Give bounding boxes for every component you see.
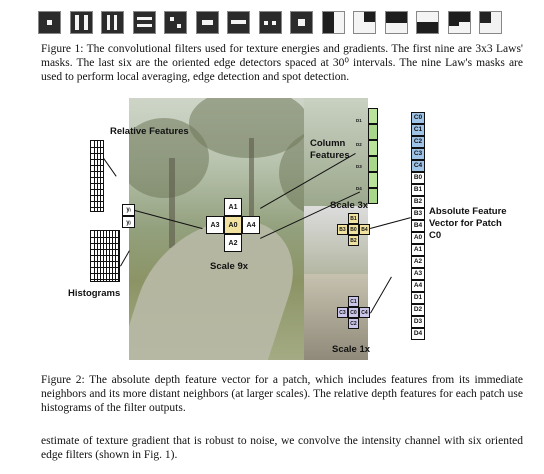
filter-laws-7-icon (227, 11, 250, 34)
cell-c0: C0 (348, 307, 359, 318)
vector-cell-c2: C2 (411, 136, 425, 148)
vector-cell-c1: C1 (411, 124, 425, 136)
filter-laws-8-icon (259, 11, 282, 34)
column-cell-d4 (368, 172, 378, 188)
edge-filter-2-icon (353, 11, 376, 34)
cell-a1: A1 (224, 198, 242, 216)
edge-filter-5-icon (448, 11, 471, 34)
histogram-top (90, 140, 104, 212)
filter-laws-1-icon (38, 11, 61, 34)
column-cell-d2 (368, 140, 378, 156)
body-text: estimate of texture gradient that is rob… (41, 435, 523, 461)
y-i-box: yᵢ (122, 204, 135, 216)
column-tag-d1: D1 (356, 118, 362, 123)
vector-cell-b4: B4 (411, 220, 425, 232)
figure1-caption: Figure 1: The convolutional filters used… (41, 43, 523, 83)
column-features-label: Column Features (310, 138, 350, 161)
cell-a3: A3 (206, 216, 224, 234)
cell-b0: B0 (348, 224, 359, 235)
edge-filter-1-icon (322, 11, 345, 34)
column-tag-d3: D3 (356, 164, 362, 169)
absolute-feature-label: Absolute Feature Vector for Patch C0 (429, 206, 507, 241)
vector-cell-a3: A3 (411, 268, 425, 280)
column-cell-d1b (368, 124, 378, 140)
vector-cell-a2: A2 (411, 256, 425, 268)
figure2: Relative Features Histograms yᵢ yⱼ A1 A3… (60, 98, 520, 360)
cell-b4: B4 (359, 224, 370, 235)
scale1-label: Scale 1x (332, 344, 371, 355)
cell-c1: C1 (348, 296, 359, 307)
vector-cell-b3: B3 (411, 208, 425, 220)
vector-cell-d1: D1 (411, 292, 425, 304)
cell-c4: C4 (359, 307, 370, 318)
vector-cell-b2: B2 (411, 196, 425, 208)
column-cell-d3 (368, 156, 378, 172)
cell-b3: B3 (337, 224, 348, 235)
filter-laws-3-icon (101, 11, 124, 34)
vector-cell-b1: B1 (411, 184, 425, 196)
column-cell-d1 (368, 108, 378, 124)
column-cell-d4b (368, 188, 378, 204)
relative-features-label: Relative Features (110, 126, 189, 137)
filter-laws-9-icon (290, 11, 313, 34)
cell-a2: A2 (224, 234, 242, 252)
cell-c3: C3 (337, 307, 348, 318)
vector-cell-c3: C3 (411, 148, 425, 160)
cell-c2: C2 (348, 318, 359, 329)
column-strip-image (304, 98, 368, 206)
filter-laws-2-icon (70, 11, 93, 34)
column-tag-d4: D4 (356, 186, 362, 191)
figure2-caption: Figure 2: The absolute depth feature vec… (41, 374, 523, 414)
vector-cell-c4: C4 (411, 160, 425, 172)
edge-filter-4-icon (416, 11, 439, 34)
cell-b2: B2 (348, 235, 359, 246)
y-j-box: yⱼ (122, 216, 135, 228)
histograms-label: Histograms (68, 288, 121, 299)
vector-cell-c0: C0 (411, 112, 425, 124)
cell-b1: B1 (348, 213, 359, 224)
scale3-label: Scale 3x (330, 200, 369, 211)
edge-filter-3-icon (385, 11, 408, 34)
vector-cell-d2: D2 (411, 304, 425, 316)
vector-cell-a0: A0 (411, 232, 425, 244)
filter-laws-6-icon (196, 11, 219, 34)
vector-cell-a4: A4 (411, 280, 425, 292)
filter-laws-4-icon (133, 11, 156, 34)
histogram-bottom (90, 230, 120, 282)
vector-cell-a1: A1 (411, 244, 425, 256)
edge-filter-6-icon (479, 11, 502, 34)
vector-cell-d3: D3 (411, 316, 425, 328)
scale9-label: Scale 9x (210, 261, 249, 272)
vector-cell-d4: D4 (411, 328, 425, 340)
cell-a0: A0 (224, 216, 242, 234)
column-tag-d2: D2 (356, 142, 362, 147)
filter-laws-5-icon (164, 11, 187, 34)
cell-a4: A4 (242, 216, 260, 234)
vector-cell-b0: B0 (411, 172, 425, 184)
